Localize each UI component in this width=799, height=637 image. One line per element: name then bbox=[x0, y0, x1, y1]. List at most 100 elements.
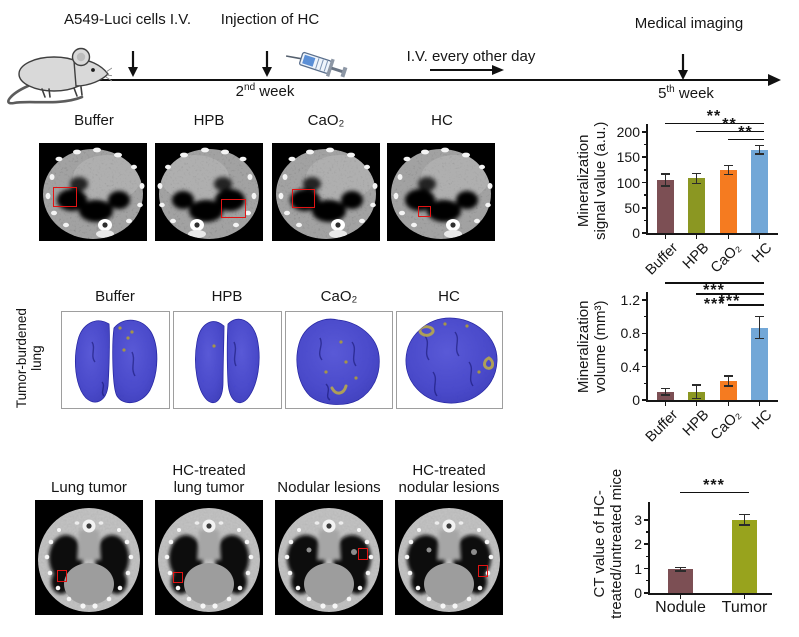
ct-image-panel-nodular-lesions bbox=[275, 500, 383, 615]
x-tick bbox=[695, 235, 698, 239]
error-bar-line bbox=[695, 173, 698, 184]
error-bar-cap bbox=[661, 173, 670, 175]
error-bar-cap bbox=[724, 173, 733, 176]
bar bbox=[657, 179, 674, 233]
y-tick-label: 150 bbox=[616, 149, 640, 166]
x-axis-line bbox=[648, 593, 773, 595]
error-bar-cap bbox=[675, 570, 686, 573]
significance-stars: ** bbox=[738, 123, 753, 141]
y-tick bbox=[641, 332, 647, 335]
significance-stars: ** bbox=[722, 115, 737, 133]
error-bar-cap bbox=[692, 172, 701, 175]
error-bar-cap bbox=[675, 566, 686, 569]
y-tick bbox=[641, 206, 647, 209]
x-tick bbox=[758, 235, 761, 239]
ct-image-panel-hc-treated-lung-tumor bbox=[155, 500, 263, 615]
y-tick-label: 0.4 bbox=[620, 358, 640, 375]
bar bbox=[751, 149, 768, 233]
x-tick bbox=[664, 402, 667, 406]
annotation-box bbox=[221, 199, 246, 218]
y-tick-label: 2 bbox=[634, 536, 642, 553]
error-bar-line bbox=[664, 173, 667, 187]
significance-stars: *** bbox=[703, 476, 725, 494]
syringe-icon bbox=[285, 51, 348, 78]
iv-every-other-day-label: I.V. every other day bbox=[406, 48, 536, 65]
error-bar-cap bbox=[724, 375, 733, 377]
annotation-box bbox=[418, 206, 431, 217]
y-minor-tick bbox=[643, 143, 647, 146]
lung-3d-panel-hpb bbox=[173, 311, 282, 409]
significance-stars: *** bbox=[703, 296, 726, 313]
error-bar-cap bbox=[692, 182, 701, 185]
y-axis-line bbox=[648, 502, 651, 595]
row3-label-hc-treated-nodular-lesions: HC-treated nodular lesions bbox=[398, 462, 500, 497]
annotation-box bbox=[57, 570, 67, 582]
annotation-box bbox=[173, 572, 183, 583]
error-bar-line bbox=[679, 567, 682, 572]
y-tick bbox=[641, 156, 647, 159]
x-category-label: Tumor bbox=[721, 599, 768, 616]
y-tick-label: 0 bbox=[634, 585, 642, 601]
y-tick bbox=[641, 232, 647, 234]
x-axis-line bbox=[646, 233, 779, 235]
significance-stars: ** bbox=[706, 107, 722, 125]
y-minor-tick bbox=[645, 555, 649, 558]
y-tick bbox=[641, 365, 647, 368]
error-bar-line bbox=[758, 316, 761, 339]
bar bbox=[668, 569, 693, 593]
row2-label-hpb: HPB bbox=[211, 288, 243, 305]
a549-cells-label: A549-Luci cells I.V. bbox=[63, 11, 192, 28]
ct-image-panel-hpb bbox=[155, 143, 263, 241]
annotation-box bbox=[358, 548, 368, 560]
x-tick bbox=[727, 402, 730, 406]
error-bar-cap bbox=[661, 394, 670, 396]
error-bar-cap bbox=[755, 144, 764, 147]
error-bar-cap bbox=[661, 387, 670, 390]
ct-image-panel-hc bbox=[387, 143, 497, 241]
y-tick bbox=[643, 567, 649, 570]
week5-label: 5th week bbox=[658, 84, 714, 102]
y-tick bbox=[641, 181, 647, 184]
y-minor-tick bbox=[643, 349, 647, 351]
row2-label-buffer: Buffer bbox=[95, 288, 135, 305]
y-minor-tick bbox=[645, 580, 649, 582]
y-tick-label: 0.8 bbox=[620, 325, 640, 342]
error-bar-line bbox=[664, 388, 667, 395]
bar bbox=[688, 178, 705, 233]
error-bar-cap bbox=[739, 513, 750, 516]
y-tick-label: 3 bbox=[634, 511, 642, 528]
error-bar-line bbox=[727, 165, 730, 175]
error-bar-line bbox=[727, 375, 730, 386]
y-tick-label: 0 bbox=[632, 225, 640, 241]
y-axis-line bbox=[646, 292, 649, 402]
row3-label-hc-treated-lung-tumor: HC-treated lung tumor bbox=[172, 462, 246, 497]
lung-3d-panel-buffer bbox=[61, 311, 170, 409]
lung-3d-panel-hc bbox=[396, 311, 503, 409]
timeline-arrowhead-icon bbox=[768, 74, 781, 86]
y-tick bbox=[643, 543, 649, 545]
y-tick-label: 50 bbox=[624, 199, 640, 216]
y-minor-tick bbox=[643, 315, 647, 318]
row3-label-lung-tumor: Lung tumor bbox=[51, 479, 127, 497]
x-category-label: Nodule bbox=[655, 599, 706, 616]
error-bar-cap bbox=[692, 384, 701, 386]
bar bbox=[751, 327, 768, 400]
down-arrow-icon bbox=[678, 54, 688, 80]
right-arrow-icon bbox=[430, 65, 504, 75]
error-bar-cap bbox=[755, 152, 764, 155]
error-bar-line bbox=[695, 385, 698, 399]
y-tick bbox=[643, 518, 649, 521]
x-tick bbox=[695, 402, 698, 406]
bar bbox=[657, 391, 674, 400]
y-minor-tick bbox=[643, 382, 647, 385]
error-bar-line bbox=[758, 145, 761, 154]
x-tick bbox=[727, 235, 730, 239]
significance-bracket bbox=[664, 122, 764, 125]
x-tick bbox=[679, 595, 682, 599]
y-tick bbox=[643, 592, 649, 594]
down-arrow-icon bbox=[128, 51, 138, 77]
week2-label: 2nd week bbox=[235, 82, 295, 100]
